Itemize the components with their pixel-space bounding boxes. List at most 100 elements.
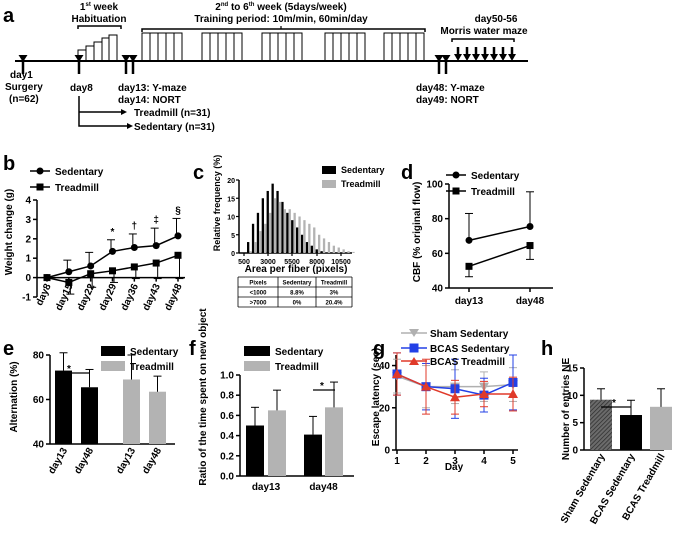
habituation-step (85, 45, 95, 62)
chart-c-bar-sedentary (266, 190, 269, 253)
chart-d-ytick-label: 60 (432, 249, 444, 260)
chart-c-bar-treadmill (308, 223, 311, 253)
chart-c-legend: Sedentary Treadmill (322, 165, 385, 189)
chart-g-point-bcas-tread (392, 369, 402, 378)
chart-f-legend-treadmill: Treadmill (275, 362, 319, 373)
chart-f-bar-sedentary (304, 434, 322, 476)
chart-c-ylabel: Relative frequency (%) (212, 155, 222, 252)
chart-c-xtick-label: 10500 (331, 259, 351, 266)
chart-d-point-sedentary (526, 222, 534, 230)
legend-swatch-treadmill (322, 180, 336, 188)
table-header-cell: Pixels (249, 281, 267, 287)
table-cell: 0% (293, 301, 302, 307)
training-day-block (173, 32, 183, 62)
panel-g: g Escape latency (sec) Day 0 20 40 1 2 3 4 5 Sh… (371, 329, 518, 473)
chart-c-ytick-label: 20 (227, 178, 235, 185)
mwm-arrow-head (472, 54, 480, 61)
event-arrow-head (121, 55, 131, 62)
training-day-block (340, 32, 350, 62)
chart-c-bar-treadmill (303, 220, 306, 253)
chart-f-significance: * (320, 381, 324, 392)
chart-h-significance: * (612, 398, 616, 409)
chart-g-xtick-label: 4 (481, 456, 487, 467)
training-day-block (157, 32, 167, 62)
chart-g-xtick-label: 2 (423, 456, 429, 467)
training-day-block (277, 32, 287, 62)
training-day-block (217, 32, 227, 62)
table-header-cell: Treadmill (321, 281, 348, 287)
chart-c-xlabel: Area per fiber (pixels) (245, 264, 348, 275)
training-day-block (391, 32, 401, 62)
chart-c-bar-treadmill (327, 242, 331, 253)
chart-h-ylabel: Number of entries NE (561, 358, 572, 461)
chart-d-point-sedentary (465, 236, 473, 244)
chart-c-bar-treadmill (322, 238, 326, 253)
chart-b-point-treadmill (65, 278, 73, 286)
chart-d-series-line (468, 244, 531, 268)
chart-b-ytick-label: 3 (25, 215, 31, 226)
mwm-arrow-head (481, 54, 489, 61)
mwm-title: Morris water maze (440, 26, 528, 37)
chart-c-table: Pixels Sedentary Treadmill <1000 8.8% 3% >7000… (237, 276, 353, 308)
training-week-label: 2nd to 6th week (5days/week) (215, 2, 346, 13)
event-arrow-head (74, 55, 84, 62)
chart-b-xtick-label: day29 (97, 282, 119, 313)
chart-c-bar-sedentary (305, 242, 309, 253)
group-treadmill-label: Treadmill (n=31) (134, 108, 210, 119)
chart-b-ytick-label: 1 (25, 254, 31, 265)
day1-label: day1 (10, 70, 33, 81)
mwm-arrow-head (463, 54, 471, 61)
habituation-week-label: 1st week (80, 2, 119, 13)
chart-c-bar-sedentary (315, 249, 318, 253)
chart-h-ytick-label: 0 (572, 446, 578, 457)
chart-b-ytick-label: 2 (25, 234, 31, 245)
chart-g-ytick-label: 0 (384, 446, 390, 457)
panel-label-f: f (189, 338, 196, 360)
chart-c-bar-treadmill (342, 249, 345, 253)
chart-b-xtick-label: day22 (75, 282, 97, 313)
event-arrow-head (18, 55, 28, 62)
chart-c-bar-sedentary (276, 190, 279, 253)
chart-b-point-treadmill (87, 270, 95, 278)
legend-swatch-sedentary (322, 166, 336, 174)
chart-c-bar-treadmill (347, 251, 350, 253)
chart-b-point-sedentary (87, 262, 95, 270)
chart-c-bar-sedentary (300, 234, 304, 253)
chart-g-point-bcas-tread (421, 381, 431, 391)
chart-b-point-treadmill (109, 267, 116, 275)
table-header-cell: Sedentary (282, 281, 312, 287)
chart-f-ytick-label: 1.0 (220, 371, 234, 382)
chart-b-xtick-label: day15 (54, 282, 76, 313)
training-day-block (225, 32, 235, 62)
chart-c-bar-treadmill (318, 234, 321, 253)
chart-g-point-bcas-tread (508, 389, 518, 399)
chart-f-bar-treadmill (325, 407, 343, 476)
chart-f-ytick-label: 0.4 (220, 431, 234, 442)
chart-c: 0 5 10 15 20 500 3000 5500 8000 10500 (227, 178, 355, 266)
training-day-block (201, 32, 211, 62)
table-cell: 8.8% (290, 291, 304, 297)
chart-f-bar-treadmill (268, 410, 286, 476)
event-arrow-head (441, 55, 451, 62)
chart-c-xtick-label: 3000 (260, 259, 276, 266)
mwm-arrow-head (508, 54, 516, 61)
chart-c-bar-sedentary (247, 242, 250, 253)
table-cell: >7000 (250, 301, 268, 307)
chart-e-bar-sedentary (55, 370, 72, 444)
chart-d-ytick-label: 100 (426, 180, 443, 191)
chart-c-ytick-label: 5 (231, 233, 235, 240)
chart-f-ytick-label: 0.2 (220, 451, 234, 462)
chart-h-bar (590, 399, 612, 450)
chart-c-bar-treadmill (337, 247, 340, 253)
training-day-block (209, 32, 219, 62)
chart-d-point-treadmill (465, 262, 473, 270)
legend-marker-sedentary (36, 167, 44, 175)
chart-g-point-bcas-tread (479, 389, 489, 399)
training-day-block (233, 32, 243, 62)
training-day-block (383, 32, 393, 62)
chart-c-bar-treadmill (293, 212, 296, 253)
